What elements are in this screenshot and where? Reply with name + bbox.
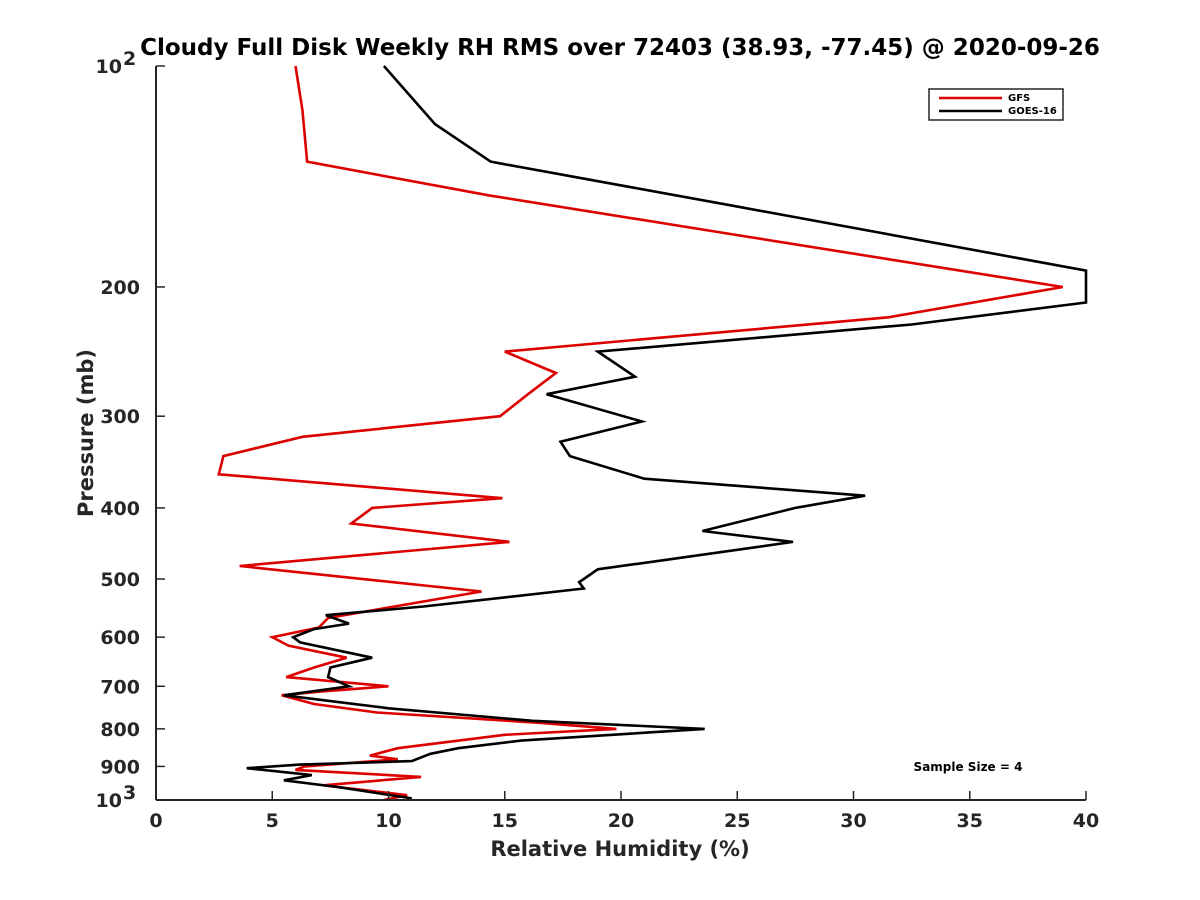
series-layer	[217, 65, 1088, 802]
series-line-gfs	[217, 65, 1064, 802]
x-tick-label: 15	[492, 810, 518, 832]
y-tick-label: 900	[100, 756, 140, 778]
y-tick-label: 400	[100, 498, 140, 520]
legend-box	[928, 88, 1064, 121]
y-tick-label: 200	[100, 277, 140, 299]
plot-area: 0 5 10 15 20 25 30 35 40 10 220030040050060070080…	[96, 48, 1100, 832]
y-axis-label: Pressure (mb)	[74, 349, 98, 517]
y-tick-exponent: 3	[123, 782, 136, 804]
y-tick-label: 10	[96, 790, 122, 812]
y-tick-label: 800	[100, 719, 140, 741]
x-tick-label: 35	[957, 810, 983, 832]
x-tick-label: 20	[608, 810, 634, 832]
sample-size-annotation: Sample Size = 4	[914, 760, 1023, 774]
y-tick-label: 500	[100, 569, 140, 591]
y-tick-label: 600	[100, 627, 140, 649]
y-tick-label: 10	[96, 56, 122, 78]
y-tick-exponent: 2	[123, 48, 136, 70]
x-axis-ticks: 0 5 10 15 20 25 30 35 40	[149, 791, 1099, 832]
x-tick-label: 25	[724, 810, 750, 832]
x-tick-label: 40	[1073, 810, 1099, 832]
y-tick-base: 10	[96, 790, 122, 812]
x-tick-label: 30	[840, 810, 866, 832]
x-tick-label: 0	[149, 810, 162, 832]
legend-label-gfs: GFS	[1008, 93, 1030, 104]
y-tick-label: 700	[100, 676, 140, 698]
legend-label-goes16: GOES-16	[1008, 106, 1057, 117]
x-tick-label: 10	[375, 810, 401, 832]
chart-title: Cloudy Full Disk Weekly RH RMS over 7240…	[140, 35, 1100, 61]
x-tick-label: 5	[266, 810, 279, 832]
y-tick-label: 300	[100, 406, 140, 428]
series-line-goes16	[246, 65, 1088, 800]
legend: GFS GOES-16	[928, 88, 1064, 121]
x-axis-label: Relative Humidity (%)	[490, 837, 749, 861]
y-tick-base: 10	[96, 56, 122, 78]
